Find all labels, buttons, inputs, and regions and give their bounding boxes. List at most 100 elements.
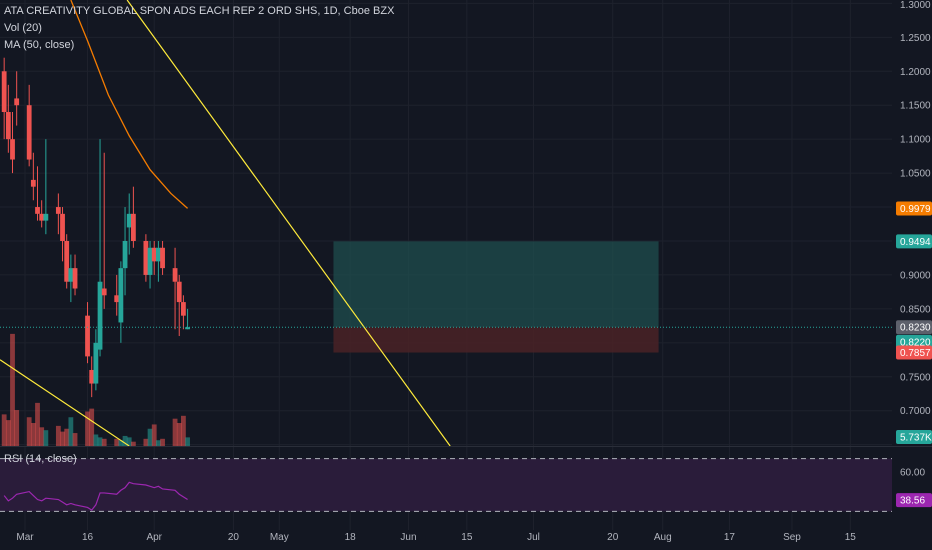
candle-body (160, 247, 165, 269)
volume-bar (26, 417, 32, 446)
candle-body (147, 247, 153, 275)
volume-bar (35, 402, 40, 446)
volume-bar (181, 415, 186, 446)
candle-body (101, 288, 107, 296)
price-tag: 0.8220 (900, 337, 931, 348)
volume-bar (151, 424, 157, 446)
price-tick-label: 1.1000 (900, 135, 931, 146)
rsi-line (3, 481, 188, 511)
rsi-tag: 38.56 (900, 496, 925, 507)
rsi-tick-label: 60.00 (900, 467, 925, 478)
stop-zone (333, 327, 659, 353)
time-tick-label: 16 (82, 532, 94, 543)
position-zones[interactable] (333, 241, 659, 353)
volume-bar (55, 425, 61, 446)
candle-body (89, 369, 95, 384)
volume-bar (122, 435, 128, 446)
candle-body (26, 105, 32, 160)
volume-bar (60, 431, 65, 446)
candle-body (114, 295, 120, 303)
volume-bar (143, 438, 149, 446)
volume-bar (93, 434, 99, 446)
volume-bar (30, 423, 36, 446)
volume-bar (172, 418, 178, 446)
volume-bar (118, 440, 124, 446)
price-tag: 0.7857 (900, 348, 931, 359)
volume-bar (39, 427, 45, 446)
time-tick-label: Mar (16, 532, 34, 543)
price-tick-label: 0.7000 (900, 406, 931, 417)
candle-body (151, 247, 157, 262)
candle-body (97, 281, 103, 350)
ma-legend[interactable]: MA (50, close) (4, 39, 75, 51)
rsi-pane[interactable] (0, 446, 932, 512)
candle-body (1, 71, 7, 113)
price-tick-label: 1.1500 (900, 101, 931, 112)
candle-body (176, 281, 182, 303)
candle-body (39, 213, 45, 221)
candle-body (60, 213, 65, 241)
volume-bars (1, 333, 190, 446)
candle-body (35, 207, 40, 214)
price-tick-label: 0.8500 (900, 304, 931, 315)
time-tick-label: Sep (783, 532, 801, 543)
price-tag-bg (896, 334, 932, 349)
time-axis[interactable]: Mar 16 Apr 20 May 18 Jun 15 Jul 20 Aug 17 Sep 15 (16, 532, 856, 543)
price-tag: 0.8230 (900, 323, 931, 334)
time-tick-label: Jul (527, 532, 540, 543)
price-tick-label: 0.9000 (900, 270, 931, 281)
volume-tag-bg (896, 430, 932, 444)
candle-body (5, 112, 11, 140)
volume-tag: 5.737K (900, 433, 932, 444)
price-tick-label: 0.7500 (900, 372, 931, 383)
target-zone (333, 241, 659, 328)
time-tick-label: 20 (228, 532, 240, 543)
volume-bar (185, 437, 190, 446)
volume-bar (126, 437, 132, 446)
candle-body (72, 268, 78, 289)
candle-body (122, 240, 128, 269)
candle-body (43, 213, 49, 221)
volume-bar (85, 411, 90, 446)
time-tick-label: 20 (607, 532, 619, 543)
time-tick-label: May (270, 532, 289, 543)
volume-bar (1, 414, 7, 446)
price-tick-label: 1.3000 (900, 0, 931, 11)
time-tick-label: Aug (654, 532, 672, 543)
candlesticks (1, 57, 190, 398)
candle-body (93, 342, 99, 384)
volume-bar (72, 433, 78, 446)
candle-body (85, 315, 90, 357)
time-tick-label: 15 (461, 532, 473, 543)
volume-bar (155, 440, 161, 446)
time-tick-label: 17 (724, 532, 736, 543)
volume-bar (68, 417, 74, 446)
candle-body (185, 327, 190, 330)
volume-legend[interactable]: Vol (20) (4, 22, 42, 34)
price-tag-bg (896, 201, 932, 216)
volume-bar (5, 420, 11, 446)
candle-body (130, 213, 136, 241)
rsi-band (0, 458, 892, 512)
symbol-legend[interactable]: ATA CREATIVITY GLOBAL SPON ADS EACH REP … (4, 5, 395, 17)
volume-bar (89, 408, 95, 446)
volume-bar (97, 437, 103, 446)
price-tick-label: 1.0500 (900, 169, 931, 180)
price-tick-label: 1.2000 (900, 67, 931, 78)
volume-bar (160, 438, 165, 446)
price-tag: 0.9979 (900, 204, 931, 215)
volume-bar (14, 410, 20, 446)
candle-body (143, 240, 149, 275)
time-tick-label: Apr (146, 532, 162, 543)
rsi-legend[interactable]: RSI (14, close) (4, 453, 77, 465)
price-tag: 0.9494 (900, 237, 931, 248)
candle-body (10, 139, 15, 160)
overlay-lines[interactable] (0, 0, 892, 447)
time-tick-label: 15 (845, 532, 857, 543)
candle-body (68, 268, 74, 282)
candle-body (64, 240, 70, 282)
rsi-tag-bg (896, 493, 932, 508)
ma50-line (70, 0, 189, 209)
candle-body (172, 268, 178, 282)
